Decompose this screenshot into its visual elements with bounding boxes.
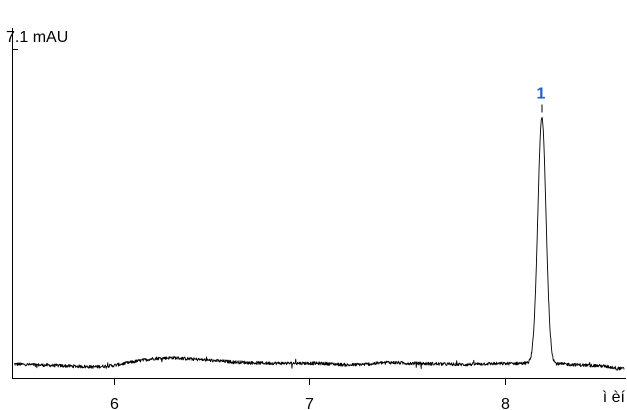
y-axis-label: 7.1 mAU <box>6 29 68 46</box>
peak-labels: 1 <box>536 85 545 113</box>
trace-group <box>13 116 625 371</box>
x-tick-label-6: 6 <box>110 396 119 410</box>
chromatogram-trace <box>13 116 625 371</box>
peak-label-1: 1 <box>536 85 545 102</box>
x-tick-label-8: 8 <box>501 396 510 410</box>
x-axis-unit-label: ì èí <box>603 389 626 406</box>
x-tick-label-7: 7 <box>305 396 314 410</box>
x-ticks: 6 7 8 <box>110 378 510 410</box>
